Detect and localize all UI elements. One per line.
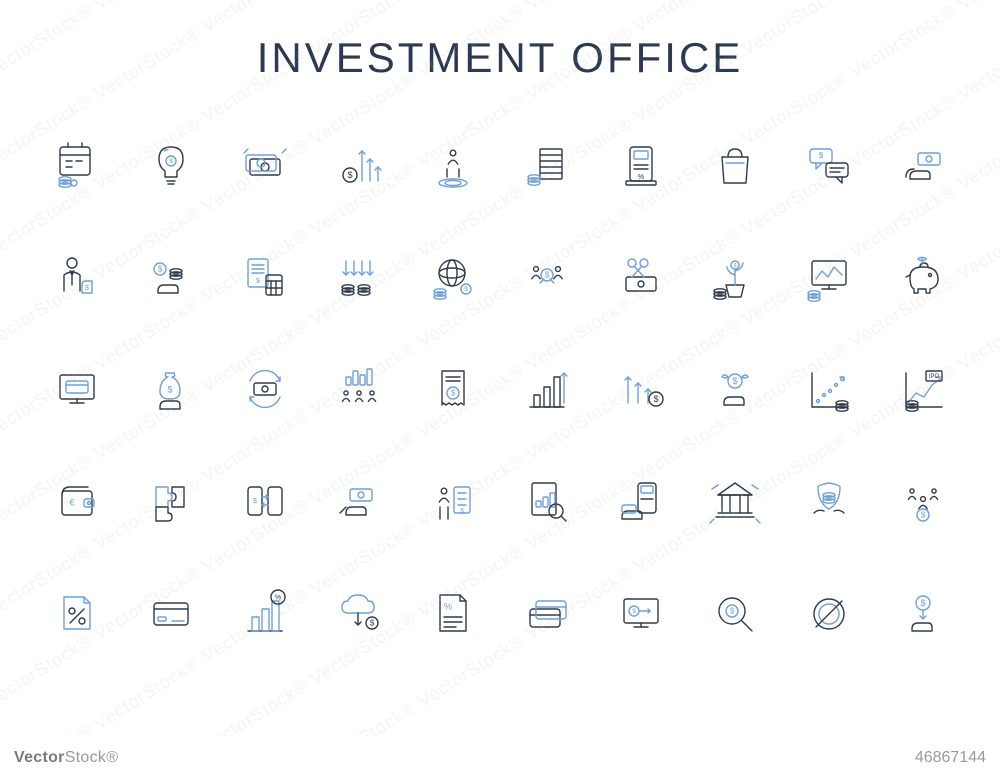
shield-coins-hands-icon xyxy=(782,446,876,558)
monitor-card-icon xyxy=(30,334,124,446)
person-platform-icon xyxy=(406,110,500,222)
shopping-bag-icon xyxy=(688,110,782,222)
bar-chart-percent-icon: % xyxy=(218,558,312,670)
hand-cash-icon xyxy=(876,110,970,222)
money-cycle-icon xyxy=(218,334,312,446)
svg-text:$: $ xyxy=(169,158,173,165)
svg-text:$: $ xyxy=(921,511,926,520)
person-checklist-icon: $ xyxy=(406,446,500,558)
ipo-chart-icon: IPO xyxy=(876,334,970,446)
svg-text:$: $ xyxy=(253,498,257,505)
hand-card-terminal-icon xyxy=(594,446,688,558)
businessman-bag-icon: $ xyxy=(30,222,124,334)
hand-dollar-drop-icon: $ xyxy=(876,558,970,670)
svg-text:$: $ xyxy=(158,265,163,274)
bars-up-icon xyxy=(500,334,594,446)
wallet-euro-icon: € xyxy=(30,446,124,558)
svg-text:$: $ xyxy=(730,607,735,616)
monitor-chart-icon xyxy=(782,222,876,334)
puzzle-icon xyxy=(124,446,218,558)
arrows-up-coin-icon: $ xyxy=(594,334,688,446)
magnifier-dollar-icon: $ xyxy=(688,558,782,670)
cloud-download-dollar-icon: $ xyxy=(312,558,406,670)
arrows-down-coins-icon xyxy=(312,222,406,334)
phone-transfer-icon: $ xyxy=(218,446,312,558)
svg-text:$: $ xyxy=(347,170,352,180)
svg-text:$: $ xyxy=(819,151,824,160)
svg-text:IPO: IPO xyxy=(929,374,940,380)
svg-text:$: $ xyxy=(370,619,375,628)
svg-text:$: $ xyxy=(451,389,456,398)
piggy-bank-icon xyxy=(876,222,970,334)
svg-text:%: % xyxy=(638,174,644,181)
footer: VectorStock® 46867144 xyxy=(0,736,1000,780)
document-calculator-icon: $ xyxy=(218,222,312,334)
hand-give-money-icon xyxy=(312,446,406,558)
svg-text:%: % xyxy=(444,601,452,611)
coin-slash-icon xyxy=(782,558,876,670)
cash-stack-icon xyxy=(218,110,312,222)
page-title: INVESTMENT OFFICE xyxy=(0,0,1000,82)
hand-coins-stack-icon: $ xyxy=(124,222,218,334)
growth-arrows-icon: $ xyxy=(312,110,406,222)
svg-text:$: $ xyxy=(167,384,172,394)
receipt-dollar-icon: $ xyxy=(406,334,500,446)
hand-money-bag-icon: $ xyxy=(124,334,218,446)
document-percent-lines-icon: % xyxy=(406,558,500,670)
building-coins-icon xyxy=(500,110,594,222)
svg-text:$: $ xyxy=(545,271,550,280)
document-percent-icon xyxy=(30,558,124,670)
icon-grid: $ $% $ $ $ $ $ $ $ $ $ $ $ IPO € $ $ $% $% $ $ $ xyxy=(0,82,1000,670)
svg-text:$: $ xyxy=(920,598,925,608)
hand-coin-leaves-icon: $ xyxy=(688,334,782,446)
cards-stack-icon xyxy=(500,558,594,670)
scissors-money-icon xyxy=(594,222,688,334)
svg-text:$: $ xyxy=(632,608,636,615)
svg-text:$: $ xyxy=(734,263,737,269)
people-chart-icon xyxy=(312,334,406,446)
svg-text:%: % xyxy=(275,594,281,601)
svg-text:$: $ xyxy=(85,285,89,292)
svg-text:$: $ xyxy=(256,278,260,285)
credit-card-icon xyxy=(124,558,218,670)
svg-text:$: $ xyxy=(653,394,658,404)
calendar-coins-icon xyxy=(30,110,124,222)
card-terminal-icon: % xyxy=(594,110,688,222)
svg-text:€: € xyxy=(69,497,74,507)
document-chart-search-icon xyxy=(500,446,594,558)
people-dollar-icon: $ xyxy=(500,222,594,334)
svg-text:$: $ xyxy=(464,286,468,293)
footer-brand: VectorStock® xyxy=(14,749,118,767)
globe-coins-icon: $ xyxy=(406,222,500,334)
chat-dollar-icon: $ xyxy=(782,110,876,222)
svg-text:$: $ xyxy=(732,376,737,386)
dots-trend-up-icon xyxy=(782,334,876,446)
footer-id: 46867144 xyxy=(915,749,986,767)
lightbulb-dollar-icon: $ xyxy=(124,110,218,222)
plant-pot-coins-icon: $ xyxy=(688,222,782,334)
bank-building-icon xyxy=(688,446,782,558)
people-group-dollar-icon: $ xyxy=(876,446,970,558)
monitor-transfer-icon: $ xyxy=(594,558,688,670)
